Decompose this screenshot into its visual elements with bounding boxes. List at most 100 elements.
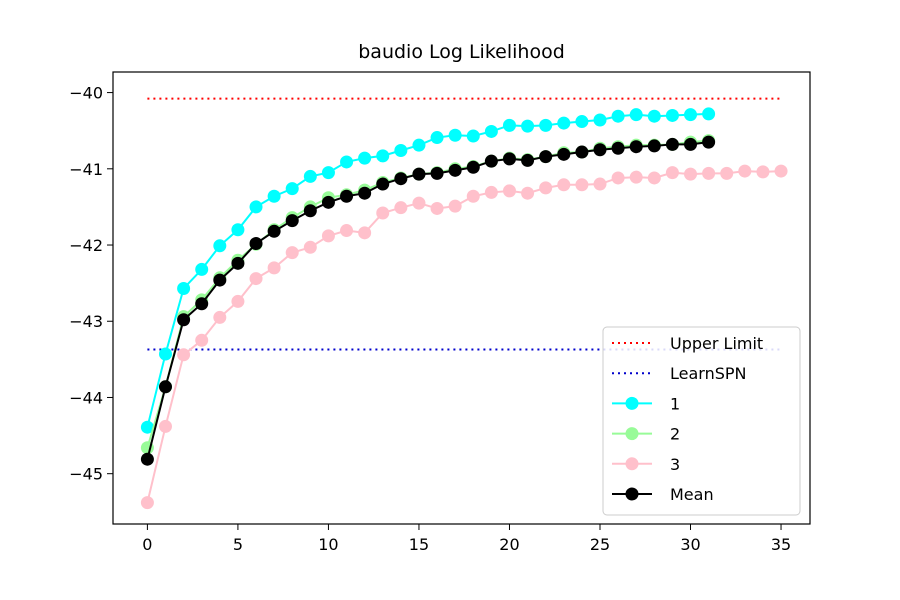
- series-1-point: [394, 144, 408, 158]
- y-tick-label: −41: [69, 160, 103, 179]
- series-mean-point: [231, 256, 245, 270]
- series-mean-point: [430, 166, 444, 180]
- series-3-point: [720, 166, 734, 180]
- legend-swatch-marker-2: [625, 427, 639, 441]
- series-1-point: [358, 151, 372, 165]
- series-mean-point: [684, 137, 698, 151]
- series-3-point: [358, 226, 372, 240]
- series-3-point: [774, 164, 788, 178]
- legend-swatch-marker-mean: [625, 487, 639, 501]
- series-1-point: [521, 119, 535, 133]
- series-3-point: [738, 164, 752, 178]
- series-3-point: [684, 167, 698, 181]
- series-mean-point: [140, 452, 154, 466]
- series-mean-point: [267, 224, 281, 238]
- series-3-point: [521, 186, 535, 200]
- series-3-point: [629, 170, 643, 184]
- series-3-point: [177, 348, 191, 362]
- series-mean-point: [340, 189, 354, 203]
- series-3-point: [647, 171, 661, 185]
- x-tick-label: 15: [409, 535, 429, 554]
- legend-box: [602, 326, 801, 516]
- series-1-point: [466, 129, 480, 143]
- series-mean-point: [557, 147, 571, 161]
- x-tick-label: 0: [142, 535, 152, 554]
- series-mean-point: [448, 163, 462, 177]
- series-1-point: [140, 420, 154, 434]
- series-3-point: [285, 246, 299, 260]
- series-1-point: [321, 166, 335, 180]
- series-3-point: [593, 177, 607, 191]
- series-3-point: [484, 185, 498, 199]
- series-mean-point: [177, 313, 191, 327]
- series-1-point: [213, 239, 227, 253]
- series-1-point: [448, 128, 462, 142]
- series-3-point: [502, 184, 516, 198]
- series-3-point: [195, 333, 209, 347]
- series-1-point: [376, 149, 390, 163]
- series-1-point: [159, 347, 173, 361]
- series-1-point: [665, 108, 679, 122]
- series-3-point: [213, 310, 227, 324]
- legend-label-mean: Mean: [670, 485, 714, 504]
- series-mean-point: [702, 135, 716, 149]
- series-1-point: [611, 109, 625, 123]
- x-tick-label: 20: [499, 535, 519, 554]
- series-3-point: [430, 201, 444, 215]
- x-tick-label: 10: [318, 535, 338, 554]
- series-3-point: [466, 189, 480, 203]
- series-mean-point: [249, 237, 263, 251]
- series-mean-point: [213, 273, 227, 287]
- series-mean-point: [539, 150, 553, 164]
- series-1-point: [629, 108, 643, 122]
- series-3-point: [665, 166, 679, 180]
- legend-label-3: 3: [670, 455, 680, 474]
- series-mean-point: [484, 154, 498, 168]
- plot-frame: [112, 71, 811, 525]
- series-1-point: [340, 155, 354, 169]
- series-mean-point: [285, 214, 299, 228]
- series-3-point: [394, 201, 408, 215]
- series-1-point: [412, 138, 426, 152]
- series-1-point: [285, 182, 299, 196]
- series-mean-point: [394, 172, 408, 186]
- series-mean-point: [629, 140, 643, 154]
- legend-label-learnspn: LearnSPN: [670, 364, 747, 383]
- chart-title: baudio Log Likelihood: [358, 41, 565, 63]
- series-mean-point: [195, 297, 209, 311]
- series-3-point: [231, 294, 245, 308]
- series-3-point: [412, 196, 426, 210]
- series-mean-point: [593, 143, 607, 157]
- series-3-point: [159, 419, 173, 433]
- legend-label-2: 2: [670, 425, 680, 444]
- x-tick-label: 5: [233, 535, 243, 554]
- series-3-point: [267, 261, 281, 275]
- series-mean-point: [502, 152, 516, 166]
- y-tick-label: −43: [69, 312, 103, 331]
- series-3-point: [539, 181, 553, 195]
- series-3-point: [321, 229, 335, 243]
- series-3-point: [249, 272, 263, 286]
- series-3-point: [303, 240, 317, 254]
- series-3-point: [611, 171, 625, 185]
- y-tick-label: −40: [69, 84, 103, 103]
- y-tick-label: −44: [69, 388, 103, 407]
- legend-label-upper-limit: Upper Limit: [670, 334, 763, 353]
- series-mean-point: [611, 141, 625, 155]
- series-1-point: [647, 109, 661, 123]
- y-tick-label: −42: [69, 236, 103, 255]
- legend-swatch-marker-3: [625, 457, 639, 471]
- series-mean-point: [376, 177, 390, 191]
- series-mean-point: [412, 167, 426, 181]
- series-3-point: [702, 166, 716, 180]
- series-1-point: [249, 200, 263, 214]
- series-1-point: [484, 124, 498, 138]
- series-1-point: [177, 281, 191, 295]
- x-tick-label: 30: [680, 535, 700, 554]
- series-3-point: [756, 165, 770, 179]
- series-3-point: [557, 178, 571, 192]
- series-1-point: [557, 116, 571, 130]
- legend-label-1: 1: [670, 394, 680, 413]
- series-1-point: [593, 113, 607, 127]
- series-3-point: [575, 178, 589, 192]
